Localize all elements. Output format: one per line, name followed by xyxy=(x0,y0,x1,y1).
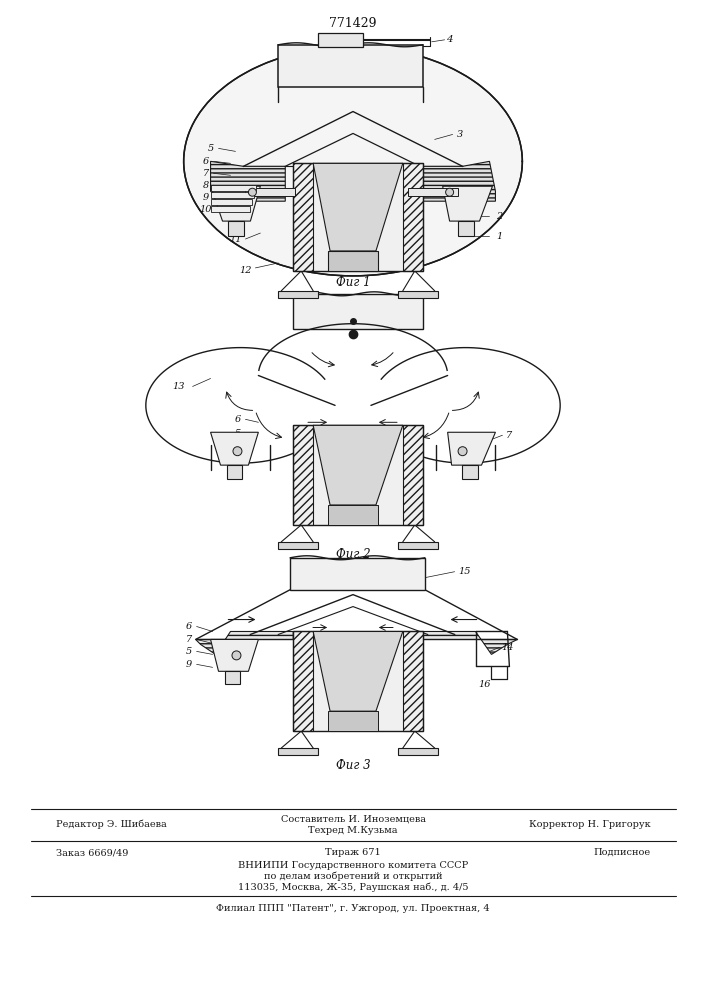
Text: 6: 6 xyxy=(202,157,209,166)
Bar xyxy=(408,188,457,196)
Circle shape xyxy=(233,447,242,456)
Bar xyxy=(211,199,252,205)
Bar xyxy=(279,748,318,755)
Polygon shape xyxy=(211,639,258,671)
Text: 5: 5 xyxy=(234,429,240,438)
Bar xyxy=(403,163,423,271)
Polygon shape xyxy=(443,186,493,221)
Text: Тираж 671: Тираж 671 xyxy=(325,848,381,857)
Bar xyxy=(403,631,423,731)
Bar xyxy=(291,558,425,590)
Bar xyxy=(398,748,438,755)
Text: 15: 15 xyxy=(458,567,471,576)
Bar xyxy=(293,163,423,271)
Bar xyxy=(245,188,296,196)
Text: Корректор Н. Григорук: Корректор Н. Григорук xyxy=(529,820,651,829)
Text: 16: 16 xyxy=(478,680,491,689)
Bar xyxy=(328,711,378,731)
Bar xyxy=(226,465,243,479)
Bar xyxy=(457,221,474,236)
Circle shape xyxy=(458,447,467,456)
Text: 11: 11 xyxy=(229,235,242,244)
Bar xyxy=(328,251,378,271)
Bar xyxy=(293,294,423,329)
Text: Фиг 3: Фиг 3 xyxy=(336,759,370,772)
Text: 13: 13 xyxy=(173,382,185,391)
Text: 113035, Москва, Ж-35, Раушская наб., д. 4/5: 113035, Москва, Ж-35, Раушская наб., д. … xyxy=(238,883,468,892)
Text: Техред М.Кузьма: Техред М.Кузьма xyxy=(308,826,398,835)
Text: 9: 9 xyxy=(202,193,209,202)
Bar xyxy=(398,291,438,298)
Text: 771429: 771429 xyxy=(329,17,377,30)
Bar xyxy=(462,465,477,479)
Text: 5: 5 xyxy=(185,647,192,656)
Bar xyxy=(293,631,423,731)
Text: Составитель И. Иноземцева: Составитель И. Иноземцева xyxy=(281,814,426,823)
Text: 4: 4 xyxy=(446,35,453,44)
Text: 2: 2 xyxy=(496,212,503,221)
Text: 9: 9 xyxy=(185,660,192,669)
Bar xyxy=(225,671,240,684)
Text: Филиал ППП "Патент", г. Ужгород, ул. Проектная, 4: Филиал ППП "Патент", г. Ужгород, ул. Про… xyxy=(216,904,490,913)
Polygon shape xyxy=(313,631,403,711)
Circle shape xyxy=(232,651,241,660)
Bar xyxy=(293,631,313,731)
Text: по делам изобретений и открытий: по делам изобретений и открытий xyxy=(264,872,443,881)
Polygon shape xyxy=(420,161,496,201)
Circle shape xyxy=(445,188,454,196)
Bar xyxy=(293,163,313,271)
Text: Заказ 6669/49: Заказ 6669/49 xyxy=(56,848,129,857)
Bar xyxy=(318,33,363,47)
Bar xyxy=(328,505,378,525)
Text: Фиг 1: Фиг 1 xyxy=(336,276,370,289)
Text: 8: 8 xyxy=(202,181,209,190)
Polygon shape xyxy=(211,432,258,465)
Polygon shape xyxy=(313,163,403,251)
Polygon shape xyxy=(211,161,285,201)
Text: ВНИИПИ Государственного комитета СССР: ВНИИПИ Государственного комитета СССР xyxy=(238,861,468,870)
Text: 1: 1 xyxy=(496,232,503,241)
Ellipse shape xyxy=(184,47,522,276)
Bar xyxy=(211,192,255,198)
Polygon shape xyxy=(448,432,496,465)
Text: 7: 7 xyxy=(202,169,209,178)
Polygon shape xyxy=(211,186,260,221)
Bar xyxy=(279,542,318,549)
Text: 3: 3 xyxy=(457,130,462,139)
Text: 6: 6 xyxy=(234,415,240,424)
Bar xyxy=(293,425,423,525)
Text: 7: 7 xyxy=(185,635,192,644)
Text: Редактор Э. Шибаева: Редактор Э. Шибаева xyxy=(56,820,167,829)
Text: 10: 10 xyxy=(199,205,212,214)
Polygon shape xyxy=(313,425,403,505)
Bar xyxy=(403,425,423,525)
Bar xyxy=(398,542,438,549)
Text: 14: 14 xyxy=(501,643,514,652)
Text: 7: 7 xyxy=(506,431,513,440)
Bar xyxy=(228,221,245,236)
Polygon shape xyxy=(196,631,293,654)
Bar xyxy=(211,206,250,212)
Bar xyxy=(293,425,313,525)
Text: 5: 5 xyxy=(207,144,214,153)
Bar xyxy=(279,45,423,87)
Bar xyxy=(211,185,257,191)
Text: Подписное: Подписное xyxy=(594,848,651,857)
Text: 12: 12 xyxy=(239,266,252,275)
Text: 6: 6 xyxy=(185,622,192,631)
Polygon shape xyxy=(423,631,518,654)
Bar xyxy=(279,291,318,298)
Circle shape xyxy=(248,188,257,196)
Text: 9: 9 xyxy=(234,442,240,451)
Text: Фиг 2: Фиг 2 xyxy=(336,548,370,561)
